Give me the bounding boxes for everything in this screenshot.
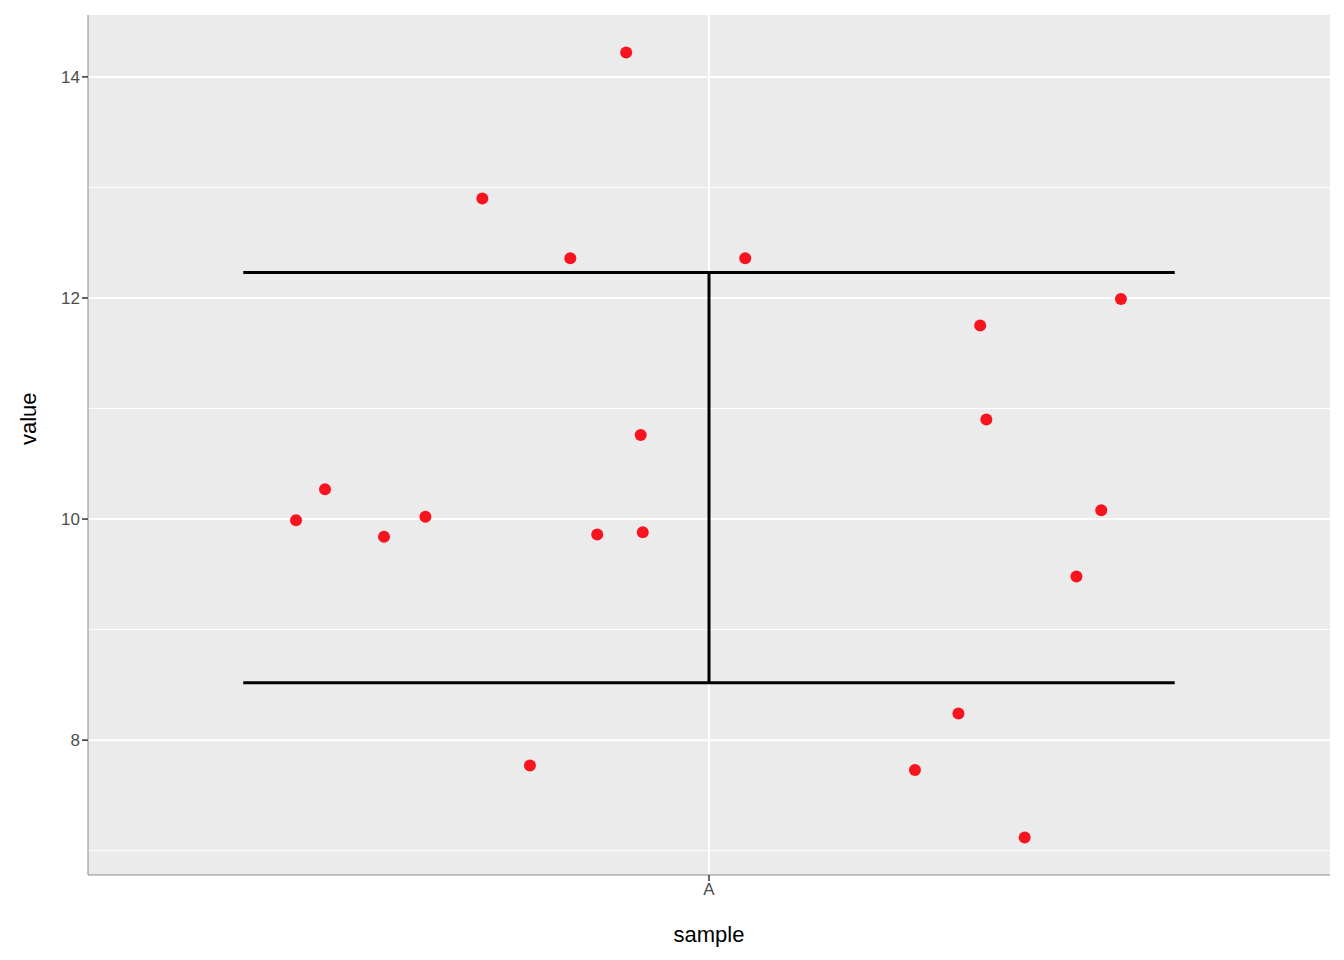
svg-text:A: A	[703, 880, 715, 899]
svg-text:8: 8	[71, 731, 80, 750]
svg-text:12: 12	[61, 289, 80, 308]
svg-text:value: value	[16, 392, 41, 445]
svg-text:14: 14	[61, 68, 80, 87]
svg-text:10: 10	[61, 510, 80, 529]
svg-text:sample: sample	[674, 922, 745, 947]
